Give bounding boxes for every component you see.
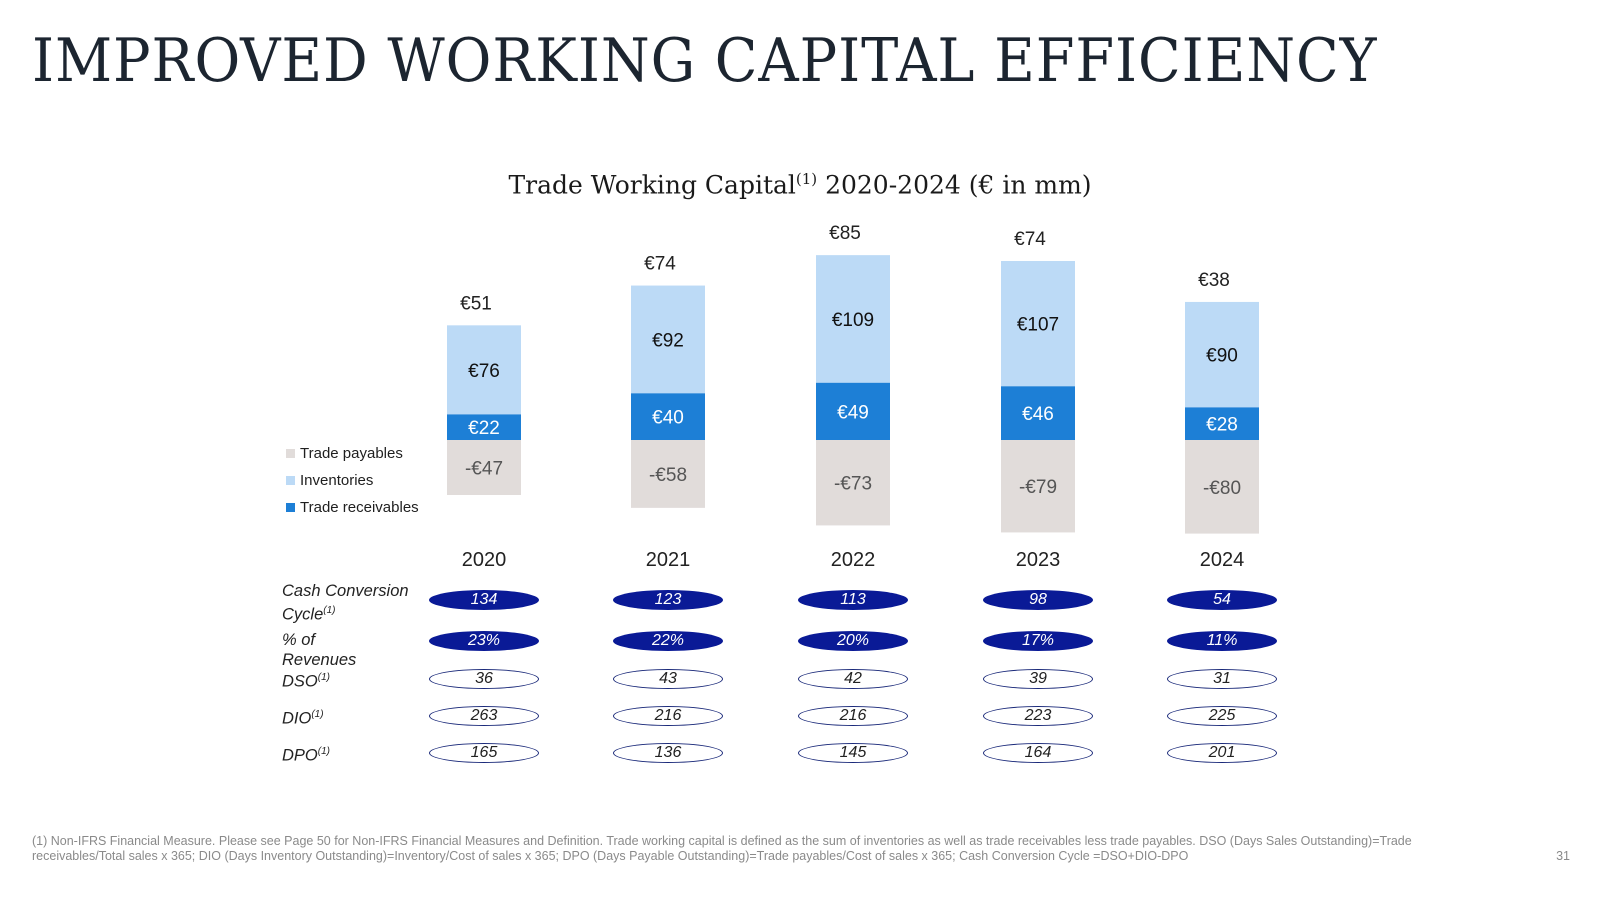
label-inventories-2024: €90 [1206, 346, 1238, 367]
metric-value-pill: 43 [613, 669, 723, 689]
metric-value-pill: 225 [1167, 706, 1277, 726]
x-tick-2022: 2022 [831, 549, 876, 571]
metric-label: % of Revenues [282, 630, 356, 670]
chart-title: Trade Working Capital(1) 2020-2024 (€ in… [0, 170, 1600, 199]
legend-swatch [286, 476, 295, 485]
metric-value-pill: 216 [613, 706, 723, 726]
bar-trade-payables-2020 [447, 440, 521, 495]
metric-value-pill: 134 [429, 590, 539, 610]
bar-inventories-2020 [447, 325, 521, 415]
bar-inventories-2022 [816, 255, 890, 383]
metric-label-text: % of Revenues [282, 631, 357, 669]
legend-label: Inventories [300, 472, 374, 489]
metric-label-text: DIO [282, 709, 312, 728]
label-total-2022: €85 [829, 223, 861, 244]
bar-inventories-2023 [1001, 260, 1075, 387]
label-inventories-2023: €107 [1017, 315, 1059, 336]
x-tick-2021: 2021 [646, 549, 691, 571]
bar-trade-payables-2022 [816, 440, 890, 526]
metric-value-pill: 113 [798, 590, 908, 610]
x-tick-2024: 2024 [1200, 549, 1245, 571]
bar-trade-payables-2021 [631, 440, 705, 508]
metric-label-footnote-ref: (1) [323, 605, 336, 616]
metric-value-pill: 164 [983, 743, 1093, 763]
metric-label: DIO(1) [282, 705, 324, 729]
chart-title-main: Trade Working Capital [508, 170, 796, 200]
label-inventories-2021: €92 [652, 330, 684, 351]
metric-value-pill: 11% [1167, 631, 1277, 651]
label-inventories-2022: €109 [832, 310, 874, 331]
bar-trade-receivables-2024 [1185, 407, 1259, 440]
legend-label: Trade payables [300, 445, 403, 462]
metric-value-pill: 17% [983, 631, 1093, 651]
metric-label: Cash Conversion Cycle(1) [282, 581, 422, 625]
bar-trade-receivables-2023 [1001, 386, 1075, 440]
legend-item-inventories: Inventories [286, 467, 419, 494]
bar-trade-receivables-2021 [631, 393, 705, 440]
x-tick-2023: 2023 [1016, 549, 1061, 571]
metric-value-pill: 201 [1167, 743, 1277, 763]
chart-legend: Trade payables Inventories Trade receiva… [286, 440, 419, 521]
label-total-2023: €74 [1014, 229, 1046, 250]
metric-label-footnote-ref: (1) [311, 709, 324, 720]
label-trade-payables-2023: -€79 [1019, 477, 1057, 498]
bar-trade-payables-2023 [1001, 440, 1075, 533]
metric-label: DPO(1) [282, 742, 330, 766]
label-trade-payables-2024: -€80 [1203, 478, 1241, 499]
label-total-2020: €51 [460, 293, 492, 314]
metric-label-footnote-ref: (1) [317, 672, 330, 683]
label-trade-payables-2020: -€47 [465, 458, 503, 479]
metric-label-footnote-ref: (1) [317, 746, 330, 757]
label-inventories-2020: €76 [468, 361, 500, 382]
label-trade-payables-2022: -€73 [834, 474, 872, 495]
label-trade-receivables-2021: €40 [652, 408, 684, 429]
metric-value-pill: 23% [429, 631, 539, 651]
metric-value-pill: 42 [798, 669, 908, 689]
legend-item-trade-receivables: Trade receivables [286, 494, 419, 521]
metric-value-pill: 31 [1167, 669, 1277, 689]
label-trade-receivables-2020: €22 [468, 418, 500, 439]
page-title: IMPROVED WORKING CAPITAL EFFICIENCY [32, 26, 1378, 96]
legend-swatch [286, 503, 295, 512]
label-trade-receivables-2024: €28 [1206, 415, 1238, 436]
label-trade-receivables-2022: €49 [837, 402, 869, 423]
legend-label: Trade receivables [300, 499, 419, 516]
bar-trade-receivables-2022 [816, 382, 890, 440]
bar-trade-payables-2024 [1185, 440, 1259, 534]
metric-value-pill: 123 [613, 590, 723, 610]
bar-inventories-2024 [1185, 301, 1259, 408]
metric-label-text: DPO [282, 746, 318, 765]
metric-label: DSO(1) [282, 668, 330, 692]
x-tick-2020: 2020 [462, 549, 507, 571]
metric-value-pill: 22% [613, 631, 723, 651]
metric-value-pill: 216 [798, 706, 908, 726]
legend-item-trade-payables: Trade payables [286, 440, 419, 467]
metric-value-pill: 165 [429, 743, 539, 763]
page-number: 31 [1556, 849, 1570, 863]
label-trade-receivables-2023: €46 [1022, 404, 1054, 425]
metric-value-pill: 145 [798, 743, 908, 763]
chart-title-suffix: 2020-2024 (€ in mm) [817, 170, 1092, 200]
footnote: (1) Non-IFRS Financial Measure. Please s… [32, 834, 1412, 863]
metric-value-pill: 223 [983, 706, 1093, 726]
metric-label-text: DSO [282, 672, 318, 691]
metric-value-pill: 54 [1167, 590, 1277, 610]
legend-swatch [286, 449, 295, 458]
metric-value-pill: 98 [983, 590, 1093, 610]
label-total-2021: €74 [644, 254, 676, 275]
bar-inventories-2021 [631, 285, 705, 394]
metric-value-pill: 39 [983, 669, 1093, 689]
metric-value-pill: 136 [613, 743, 723, 763]
metric-value-pill: 36 [429, 669, 539, 689]
label-total-2024: €38 [1198, 270, 1230, 291]
metric-label-text: Cash Conversion Cycle [282, 582, 409, 624]
label-trade-payables-2021: -€58 [649, 465, 687, 486]
bar-trade-receivables-2020 [447, 414, 521, 440]
metric-value-pill: 263 [429, 706, 539, 726]
metric-value-pill: 20% [798, 631, 908, 651]
chart-title-footnote-ref: (1) [795, 170, 818, 188]
